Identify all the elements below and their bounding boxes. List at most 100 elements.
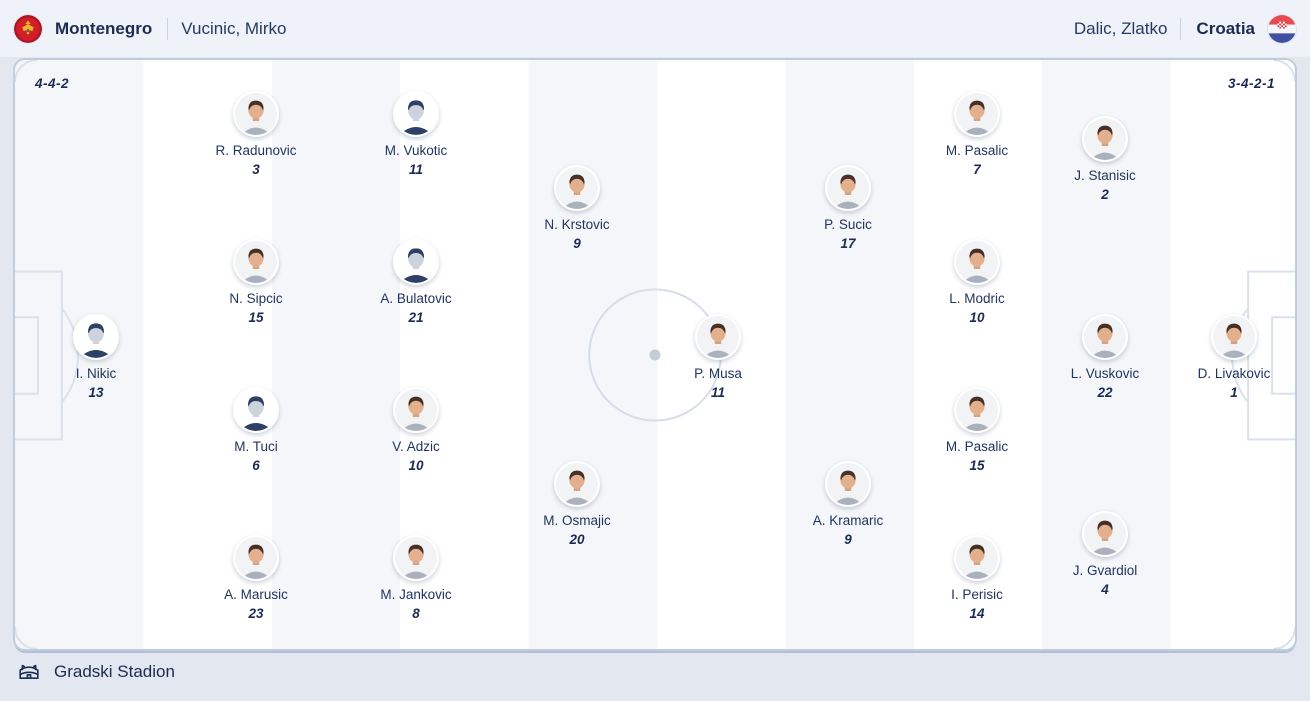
player-number: 7 xyxy=(973,161,981,177)
player-avatar xyxy=(393,239,439,285)
player-name: M. Vukotic xyxy=(384,143,448,158)
player-name: A. Marusic xyxy=(224,587,288,602)
player-name: M. Pasalic xyxy=(945,143,1009,158)
player-number: 1 xyxy=(1230,384,1238,400)
player-number: 9 xyxy=(844,531,852,547)
player-home-3[interactable]: N. Sipcic 15 xyxy=(181,239,331,324)
player-number: 11 xyxy=(710,384,725,400)
player-avatar xyxy=(954,91,1000,137)
player-away-11[interactable]: P. Musa 11 xyxy=(643,314,793,399)
player-name: M. Osmajic xyxy=(543,513,611,528)
player-away-5[interactable]: M. Pasalic 7 xyxy=(902,91,1052,176)
player-name: I. Nikic xyxy=(75,366,117,381)
player-avatar xyxy=(233,535,279,581)
player-home-5[interactable]: A. Marusic 23 xyxy=(181,535,331,620)
player-number: 14 xyxy=(969,605,985,621)
player-avatar xyxy=(825,461,871,507)
player-name: A. Kramaric xyxy=(812,513,884,528)
player-number: 23 xyxy=(248,605,264,621)
croatia-flag-icon[interactable] xyxy=(1268,14,1296,43)
header-divider xyxy=(1180,17,1182,40)
player-away-9[interactable]: P. Sucic 17 xyxy=(773,165,923,250)
player-home-11[interactable]: M. Osmajic 20 xyxy=(502,461,652,546)
home-manager-name: Vucinic, Mirko xyxy=(181,18,287,38)
player-name: P. Sucic xyxy=(824,217,872,232)
player-number: 10 xyxy=(969,309,985,325)
away-manager-name: Dalic, Zlatko xyxy=(1073,18,1168,38)
player-away-8[interactable]: I. Perisic 14 xyxy=(902,535,1052,620)
player-number: 22 xyxy=(1097,384,1113,400)
player-avatar xyxy=(554,165,600,211)
player-away-4[interactable]: J. Gvardiol 4 xyxy=(1030,511,1180,596)
player-number: 9 xyxy=(573,235,581,251)
football-pitch: 4-4-2 3-4-2-1 xyxy=(13,58,1297,651)
player-name: V. Adzic xyxy=(392,439,440,454)
stadium-icon xyxy=(19,664,39,680)
player-name: A. Bulatovic xyxy=(380,291,452,306)
player-name: J. Stanisic xyxy=(1074,168,1136,183)
home-team-name[interactable]: Montenegro xyxy=(55,18,153,38)
away-formation-label: 3-4-2-1 xyxy=(1227,76,1275,91)
player-number: 17 xyxy=(840,235,856,251)
away-team-name[interactable]: Croatia xyxy=(1196,18,1255,38)
player-avatar xyxy=(393,387,439,433)
player-name: P. Musa xyxy=(694,366,742,381)
player-avatar xyxy=(233,239,279,285)
player-number: 3 xyxy=(252,161,260,177)
player-away-7[interactable]: M. Pasalic 15 xyxy=(902,387,1052,472)
player-number: 4 xyxy=(1101,581,1109,597)
player-home-9[interactable]: M. Jankovic 8 xyxy=(341,535,491,620)
player-away-1[interactable]: D. Livakovic 1 xyxy=(1159,314,1309,399)
player-number: 10 xyxy=(408,457,424,473)
player-number: 20 xyxy=(569,531,585,547)
player-home-8[interactable]: V. Adzic 10 xyxy=(341,387,491,472)
player-name: L. Vuskovic xyxy=(1070,366,1140,381)
player-number: 11 xyxy=(408,161,423,177)
player-avatar xyxy=(954,535,1000,581)
player-home-1[interactable]: I. Nikic 13 xyxy=(21,314,171,399)
venue-bar: Gradski Stadion xyxy=(17,660,175,684)
player-name: N. Sipcic xyxy=(229,291,283,306)
player-away-2[interactable]: J. Stanisic 2 xyxy=(1030,116,1180,201)
player-number: 21 xyxy=(408,309,424,325)
player-avatar xyxy=(1082,314,1128,360)
player-number: 8 xyxy=(412,605,420,621)
player-name: L. Modric xyxy=(949,291,1005,306)
player-name: D. Livakovic xyxy=(1197,366,1271,381)
player-home-4[interactable]: M. Tuci 6 xyxy=(181,387,331,472)
player-home-10[interactable]: N. Krstovic 9 xyxy=(502,165,652,250)
player-name: M. Pasalic xyxy=(945,439,1009,454)
away-team-header: Dalic, Zlatko Croatia xyxy=(1073,14,1296,43)
player-home-6[interactable]: M. Vukotic 11 xyxy=(341,91,491,176)
player-avatar xyxy=(73,314,119,360)
player-name: I. Perisic xyxy=(951,587,1003,602)
player-avatar xyxy=(954,239,1000,285)
player-number: 6 xyxy=(252,457,260,473)
player-avatar xyxy=(1082,511,1128,557)
player-name: M. Tuci xyxy=(234,439,278,454)
player-avatar xyxy=(825,165,871,211)
player-away-10[interactable]: A. Kramaric 9 xyxy=(773,461,923,546)
player-name: N. Krstovic xyxy=(544,217,610,232)
player-away-6[interactable]: L. Modric 10 xyxy=(902,239,1052,324)
player-home-7[interactable]: A. Bulatovic 21 xyxy=(341,239,491,324)
player-name: R. Radunovic xyxy=(215,143,297,158)
player-number: 15 xyxy=(248,309,264,325)
montenegro-flag-icon[interactable] xyxy=(14,14,42,43)
header-divider xyxy=(167,17,169,40)
venue-name: Gradski Stadion xyxy=(54,662,175,681)
home-formation-label: 4-4-2 xyxy=(35,76,70,91)
player-avatar xyxy=(1082,116,1128,162)
player-avatar xyxy=(393,91,439,137)
home-team-header: Montenegro Vucinic, Mirko xyxy=(14,14,287,43)
player-avatar xyxy=(233,91,279,137)
lineup-header: Montenegro Vucinic, Mirko Dalic, Zlatko … xyxy=(0,0,1310,57)
player-number: 2 xyxy=(1101,186,1109,202)
player-away-3[interactable]: L. Vuskovic 22 xyxy=(1030,314,1180,399)
player-name: M. Jankovic xyxy=(380,587,452,602)
player-avatar xyxy=(695,314,741,360)
player-avatar xyxy=(554,461,600,507)
player-home-2[interactable]: R. Radunovic 3 xyxy=(181,91,331,176)
player-avatar xyxy=(393,535,439,581)
